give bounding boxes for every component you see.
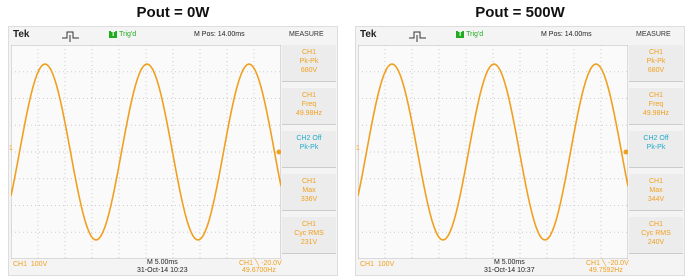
measure-value: 49.98Hz — [629, 109, 683, 118]
position: M Pos: 14.00ms — [541, 31, 592, 38]
measure-name: Cyc RMS — [282, 229, 336, 238]
trigger-frequency: 49.6700Hz — [242, 267, 276, 274]
graticule — [11, 45, 281, 259]
scope-panel: Pout = 0W Tek T Trig'd M Pos: 14.00ms MEASUR… — [8, 0, 338, 280]
channel-marker: 1 — [9, 145, 13, 152]
menu-title: MEASURE — [636, 31, 671, 38]
panel-title: Pout = 0W — [8, 4, 338, 21]
trigger-status: T Trig'd — [456, 31, 483, 38]
measure-name: Freq — [282, 100, 336, 109]
measure-name: Pk-Pk — [629, 143, 683, 152]
measure-name: Cyc RMS — [629, 229, 683, 238]
measure-value: 344V — [629, 195, 683, 204]
channel-marker: 1 — [356, 145, 360, 152]
measure-source: CH1 — [282, 220, 336, 229]
scope-panel: Pout = 500W Tek T Trig'd M Pos: 14.00ms MEAS… — [355, 0, 685, 280]
measure-value: 240V — [629, 238, 683, 247]
channel-scale: CH1 100V — [360, 261, 394, 268]
measure-value: 49.98Hz — [282, 109, 336, 118]
measure-source: CH1 — [282, 48, 336, 57]
panel-title: Pout = 500W — [355, 4, 685, 21]
measure-source: CH1 — [282, 177, 336, 186]
measure-value: 336V — [282, 195, 336, 204]
trigger-text: Trig'd — [466, 31, 483, 38]
measure-name: Pk-Pk — [629, 57, 683, 66]
measure-source: CH1 — [629, 48, 683, 57]
trigger-text: Trig'd — [119, 31, 136, 38]
datetime: 31-Oct-14 10:23 — [137, 267, 188, 274]
trigger-glyph — [409, 32, 426, 42]
measure-source: CH1 — [629, 91, 683, 100]
measure-name: Pk-Pk — [282, 143, 336, 152]
menu-title: MEASURE — [289, 31, 324, 38]
trigger-icon-graphic — [408, 29, 428, 43]
trigger-status: T Trig'd — [109, 31, 136, 38]
measure-name: Pk-Pk — [282, 57, 336, 66]
timebase: M 5.00ms — [494, 259, 525, 266]
measure-source: CH2 Off — [282, 134, 336, 143]
trigger-level: CH1 ╲ -20.0V — [239, 259, 282, 267]
trigger-level: CH1 ╲ -20.0V — [586, 259, 629, 267]
datetime: 31-Oct-14 10:37 — [484, 267, 535, 274]
measure-name: Max — [282, 186, 336, 195]
trigger-frequency: 49.7592Hz — [589, 267, 623, 274]
brand: Tek — [360, 29, 377, 40]
trigger-icon: T — [456, 31, 464, 38]
position: M Pos: 14.00ms — [194, 31, 245, 38]
measure-value: 680V — [629, 66, 683, 75]
measure-name: Max — [629, 186, 683, 195]
measure-source: CH1 — [282, 91, 336, 100]
channel-scale: CH1 100V — [13, 261, 47, 268]
trigger-glyph — [62, 32, 79, 42]
brand: Tek — [13, 29, 30, 40]
measure-source: CH1 — [629, 220, 683, 229]
measure-source: CH2 Off — [629, 134, 683, 143]
measure-value: 231V — [282, 238, 336, 247]
trigger-icon: T — [109, 31, 117, 38]
measure-name: Freq — [629, 100, 683, 109]
graticule — [358, 45, 628, 259]
measure-source: CH1 — [629, 177, 683, 186]
timebase: M 5.00ms — [147, 259, 178, 266]
figure: Pout = 0W Tek T Trig'd M Pos: 14.00ms MEASUR… — [0, 0, 686, 280]
trigger-icon-graphic — [61, 29, 81, 43]
measure-value: 680V — [282, 66, 336, 75]
